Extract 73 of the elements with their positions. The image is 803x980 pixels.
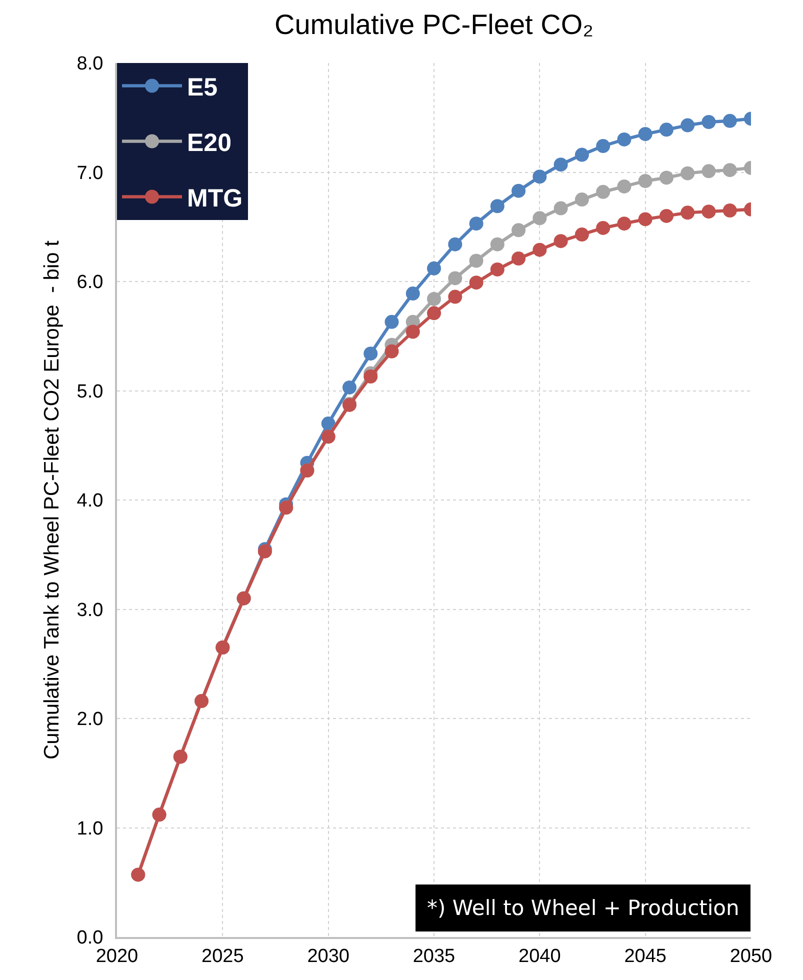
point bbox=[321, 416, 336, 431]
point bbox=[512, 252, 526, 266]
point bbox=[722, 163, 737, 178]
point bbox=[596, 139, 610, 154]
y-tick-label: 2.0 bbox=[76, 709, 104, 730]
point bbox=[490, 199, 504, 214]
point bbox=[680, 166, 695, 180]
y-tick-label: 1.0 bbox=[76, 818, 104, 840]
x-tick-label: 2025 bbox=[202, 946, 244, 967]
point bbox=[427, 261, 441, 276]
point bbox=[532, 211, 547, 226]
y-tick-label: 7.0 bbox=[76, 162, 104, 184]
legend-label: MTG bbox=[187, 184, 243, 212]
point bbox=[406, 286, 420, 301]
x-tick-label: 2040 bbox=[518, 946, 561, 967]
point bbox=[617, 216, 632, 231]
point bbox=[384, 344, 399, 358]
point bbox=[617, 179, 632, 194]
point bbox=[574, 192, 589, 207]
point bbox=[384, 314, 399, 329]
point bbox=[638, 127, 652, 142]
point bbox=[469, 276, 484, 290]
x-tick-label: 2035 bbox=[412, 946, 456, 967]
y-axis-title: Cumulative Tank to Wheel PC-Fleet CO2 Europe - bio t bbox=[40, 240, 64, 760]
x-tick-label: 2050 bbox=[730, 946, 772, 967]
point bbox=[554, 234, 568, 248]
y-tick-label: 4.0 bbox=[76, 490, 104, 512]
point bbox=[596, 184, 610, 199]
point bbox=[659, 122, 674, 137]
point bbox=[554, 158, 568, 172]
point bbox=[702, 204, 716, 219]
point bbox=[722, 203, 737, 218]
point bbox=[448, 290, 462, 304]
y-tick-label: 6.0 bbox=[76, 272, 104, 294]
point bbox=[617, 132, 632, 146]
point bbox=[638, 212, 652, 226]
point bbox=[680, 206, 695, 220]
point bbox=[427, 306, 441, 320]
point bbox=[448, 271, 462, 286]
point bbox=[680, 118, 695, 132]
chart-title: Cumulative PC-Fleet CO₂ bbox=[274, 8, 594, 40]
point bbox=[448, 237, 462, 252]
point bbox=[574, 148, 589, 162]
point bbox=[596, 220, 610, 235]
point bbox=[702, 115, 716, 129]
point bbox=[427, 292, 441, 306]
point bbox=[722, 114, 737, 128]
point bbox=[638, 174, 652, 188]
point bbox=[469, 254, 484, 268]
point bbox=[532, 170, 547, 184]
annotation: *) Well to Wheel + Production bbox=[427, 896, 740, 920]
legend-label: E20 bbox=[187, 129, 232, 157]
point bbox=[554, 201, 568, 216]
point bbox=[490, 237, 504, 252]
point bbox=[490, 262, 504, 276]
point bbox=[406, 324, 420, 339]
y-tick-label: 5.0 bbox=[76, 381, 104, 402]
x-tick-label: 2045 bbox=[624, 946, 666, 967]
point bbox=[364, 346, 378, 361]
point bbox=[512, 223, 526, 238]
point bbox=[469, 216, 484, 231]
point bbox=[574, 228, 589, 242]
point bbox=[702, 164, 716, 178]
point bbox=[512, 184, 526, 198]
x-tick-label: 2030 bbox=[307, 946, 350, 967]
point bbox=[659, 208, 674, 223]
point bbox=[342, 380, 356, 394]
y-tick-label: 8.0 bbox=[76, 54, 104, 75]
point bbox=[364, 370, 378, 384]
y-tick-label: 3.0 bbox=[76, 600, 104, 621]
legend-label: E5 bbox=[187, 74, 218, 102]
point bbox=[659, 170, 674, 185]
point bbox=[532, 242, 547, 257]
